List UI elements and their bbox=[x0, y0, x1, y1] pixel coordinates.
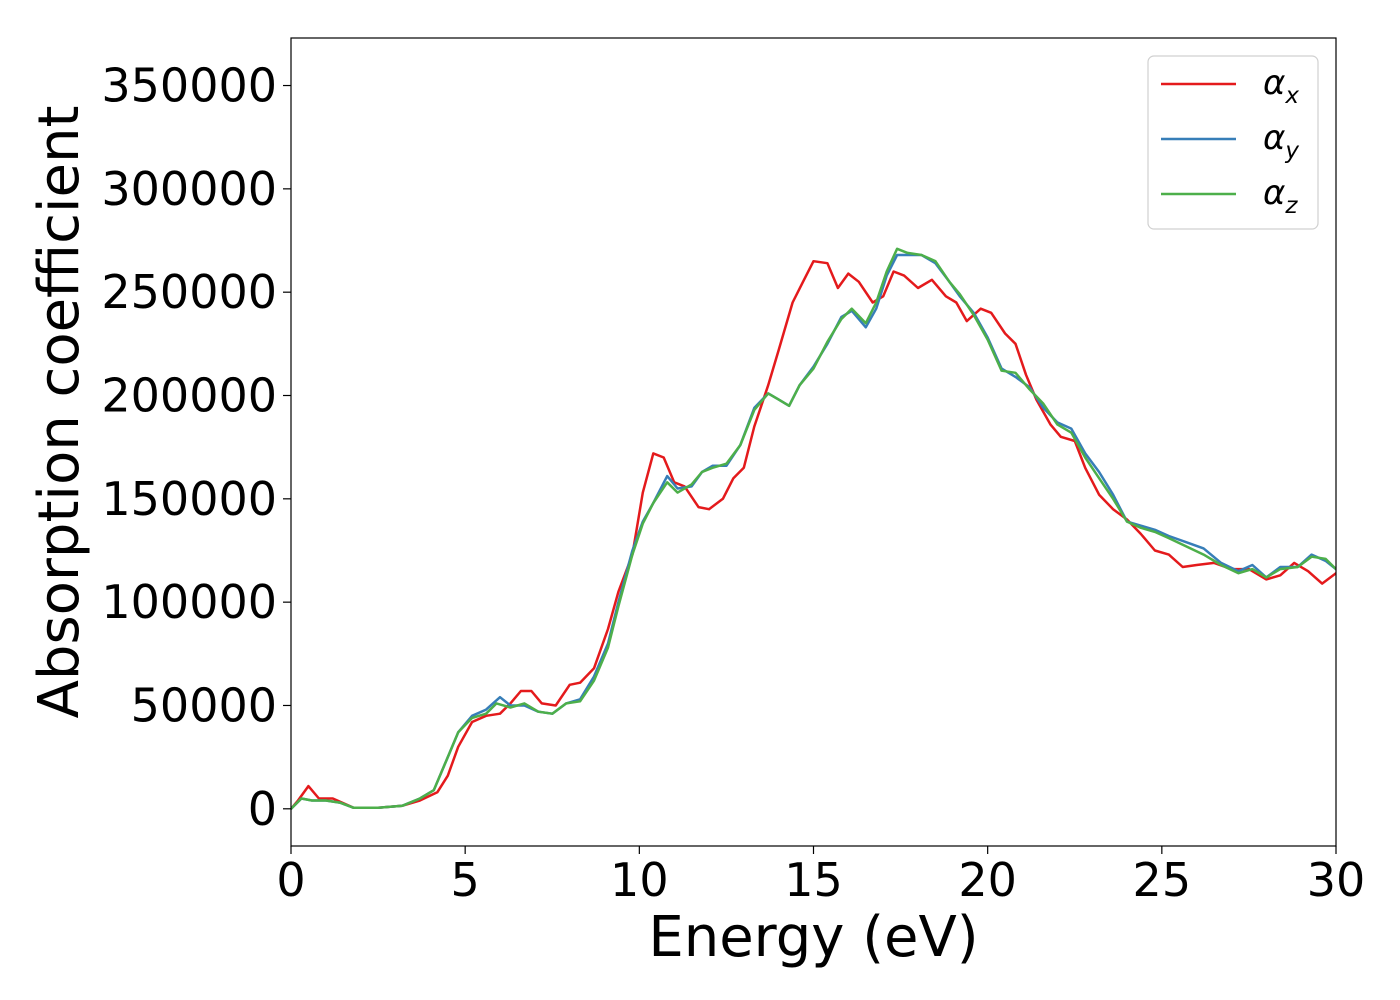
y-tick-label: 350000 bbox=[101, 59, 277, 113]
x-tick-label: 15 bbox=[784, 853, 843, 907]
x-tick-label: 20 bbox=[958, 853, 1017, 907]
legend-label-x: αx bbox=[1263, 63, 1299, 109]
y-tick-label: 0 bbox=[248, 782, 277, 836]
y-axis-ticks: 0 50000 100000 150000 200000 250000 300000 3500… bbox=[101, 59, 291, 836]
y-tick-label: 300000 bbox=[101, 162, 277, 216]
x-tick-label: 25 bbox=[1133, 853, 1192, 907]
series-layer bbox=[291, 247, 1336, 811]
series-line-x bbox=[291, 259, 1336, 811]
legend-label-z: αz bbox=[1263, 173, 1298, 219]
x-axis-label: Energy (eV) bbox=[648, 905, 978, 970]
x-tick-label: 10 bbox=[610, 853, 669, 907]
x-tick-label: 30 bbox=[1307, 853, 1366, 907]
legend: αx αy αz bbox=[1147, 55, 1319, 230]
series-line-y bbox=[291, 253, 1336, 811]
x-tick-label: 5 bbox=[451, 853, 480, 907]
legend-box bbox=[1147, 55, 1319, 230]
y-tick-label: 250000 bbox=[101, 265, 277, 319]
series-line-z bbox=[291, 247, 1336, 811]
legend-label-y: αy bbox=[1263, 118, 1299, 164]
y-tick-label: 100000 bbox=[101, 575, 277, 629]
x-axis-ticks: 0 5 10 15 20 25 30 bbox=[276, 846, 1365, 907]
y-tick-label: 150000 bbox=[101, 472, 277, 526]
y-axis-label: Absorption coefficient bbox=[27, 106, 92, 719]
y-tick-label: 200000 bbox=[101, 369, 277, 423]
x-tick-label: 0 bbox=[276, 853, 305, 907]
y-tick-label: 50000 bbox=[131, 678, 277, 732]
